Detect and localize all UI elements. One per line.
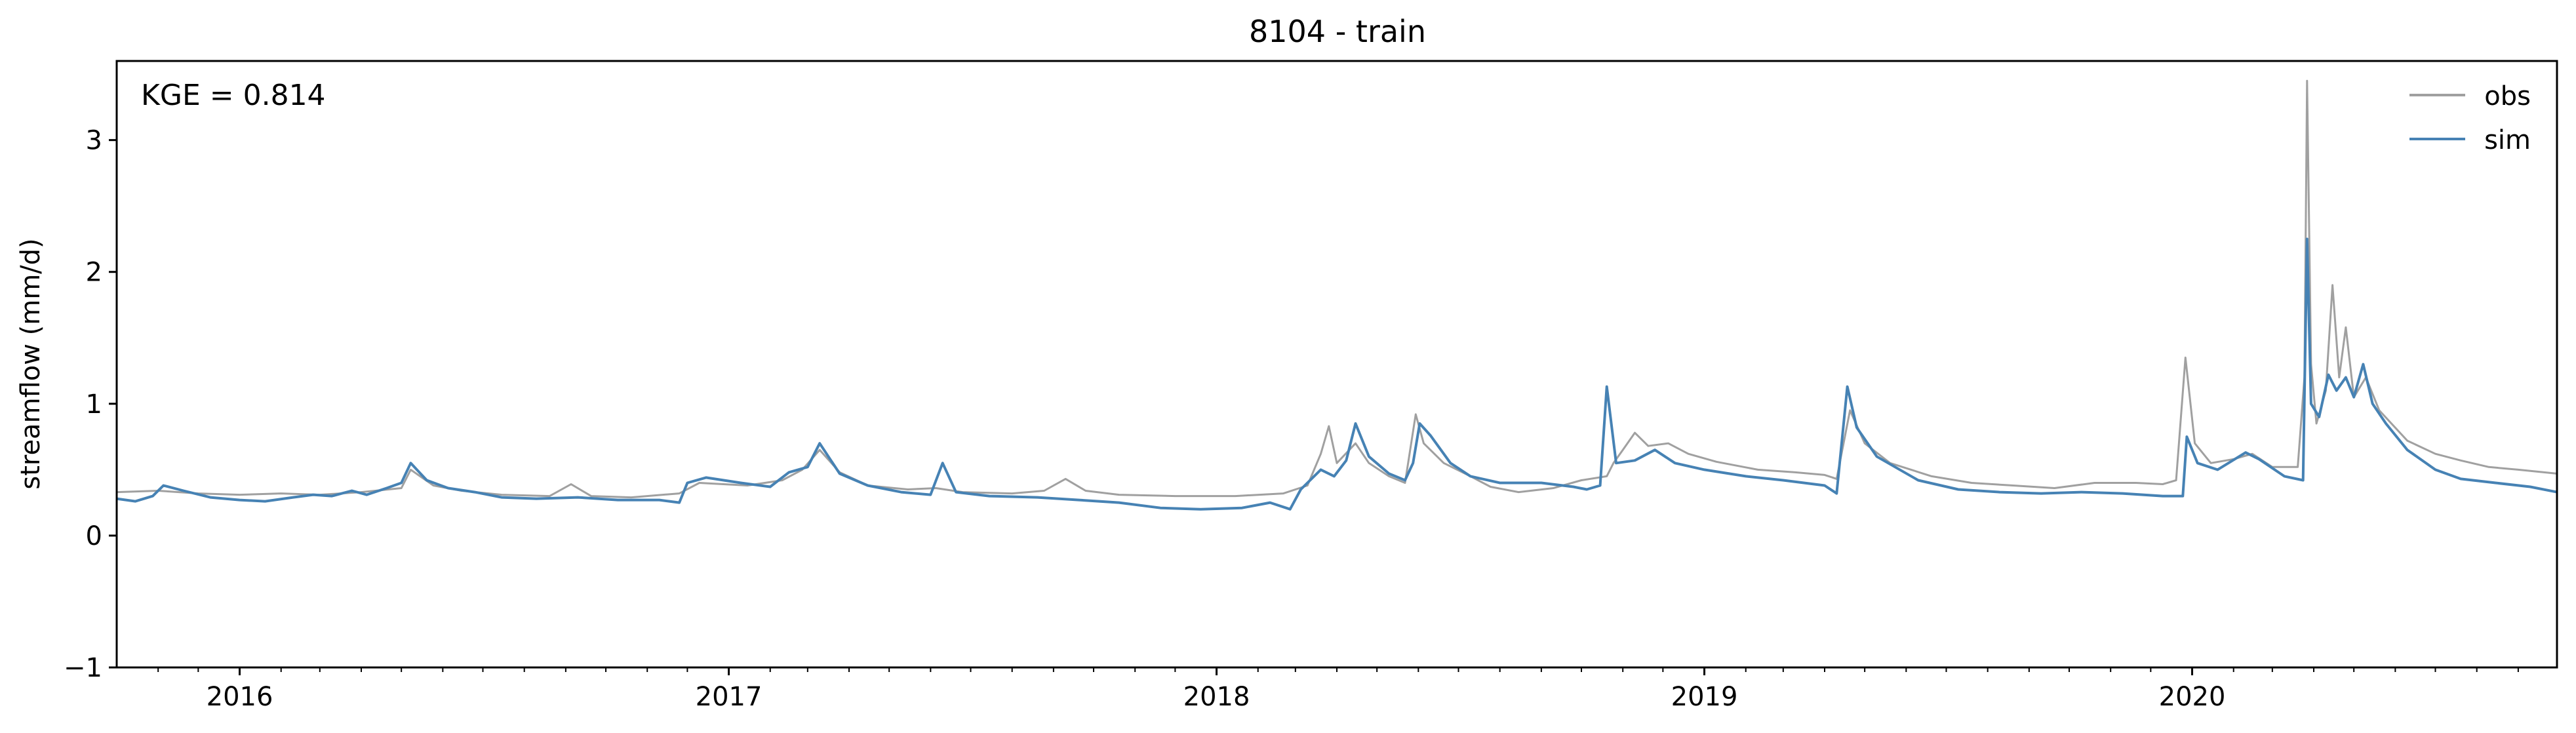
series-line-sim [116,237,2558,511]
y-tick-label: 0 [86,521,102,551]
x-tick-label: 2019 [1671,682,1738,712]
x-tick-label: 2020 [2159,682,2226,712]
legend-obs-label: obs [2484,81,2531,111]
y-axis-label: streamflow (mm/d) [16,238,46,489]
x-tick-label: 2017 [696,682,763,712]
legend: obs sim [2409,81,2531,155]
plot-area [116,79,2558,511]
x-tick-label: 2018 [1183,682,1250,712]
axis-ticks: −1 0 1 2 3 2016 2017 2018 2019 2020 [64,126,2519,712]
y-tick-label: 3 [86,126,102,156]
y-tick-label: −1 [64,653,102,683]
kge-annotation: KGE = 0.814 [141,79,326,112]
x-tick-label: 2016 [207,682,273,712]
chart-title: 8104 - train [1249,14,1426,49]
legend-sim-label: sim [2484,125,2531,155]
y-tick-label: 1 [86,389,102,420]
plot-frame [115,60,2558,669]
y-tick-label: 2 [86,258,102,288]
